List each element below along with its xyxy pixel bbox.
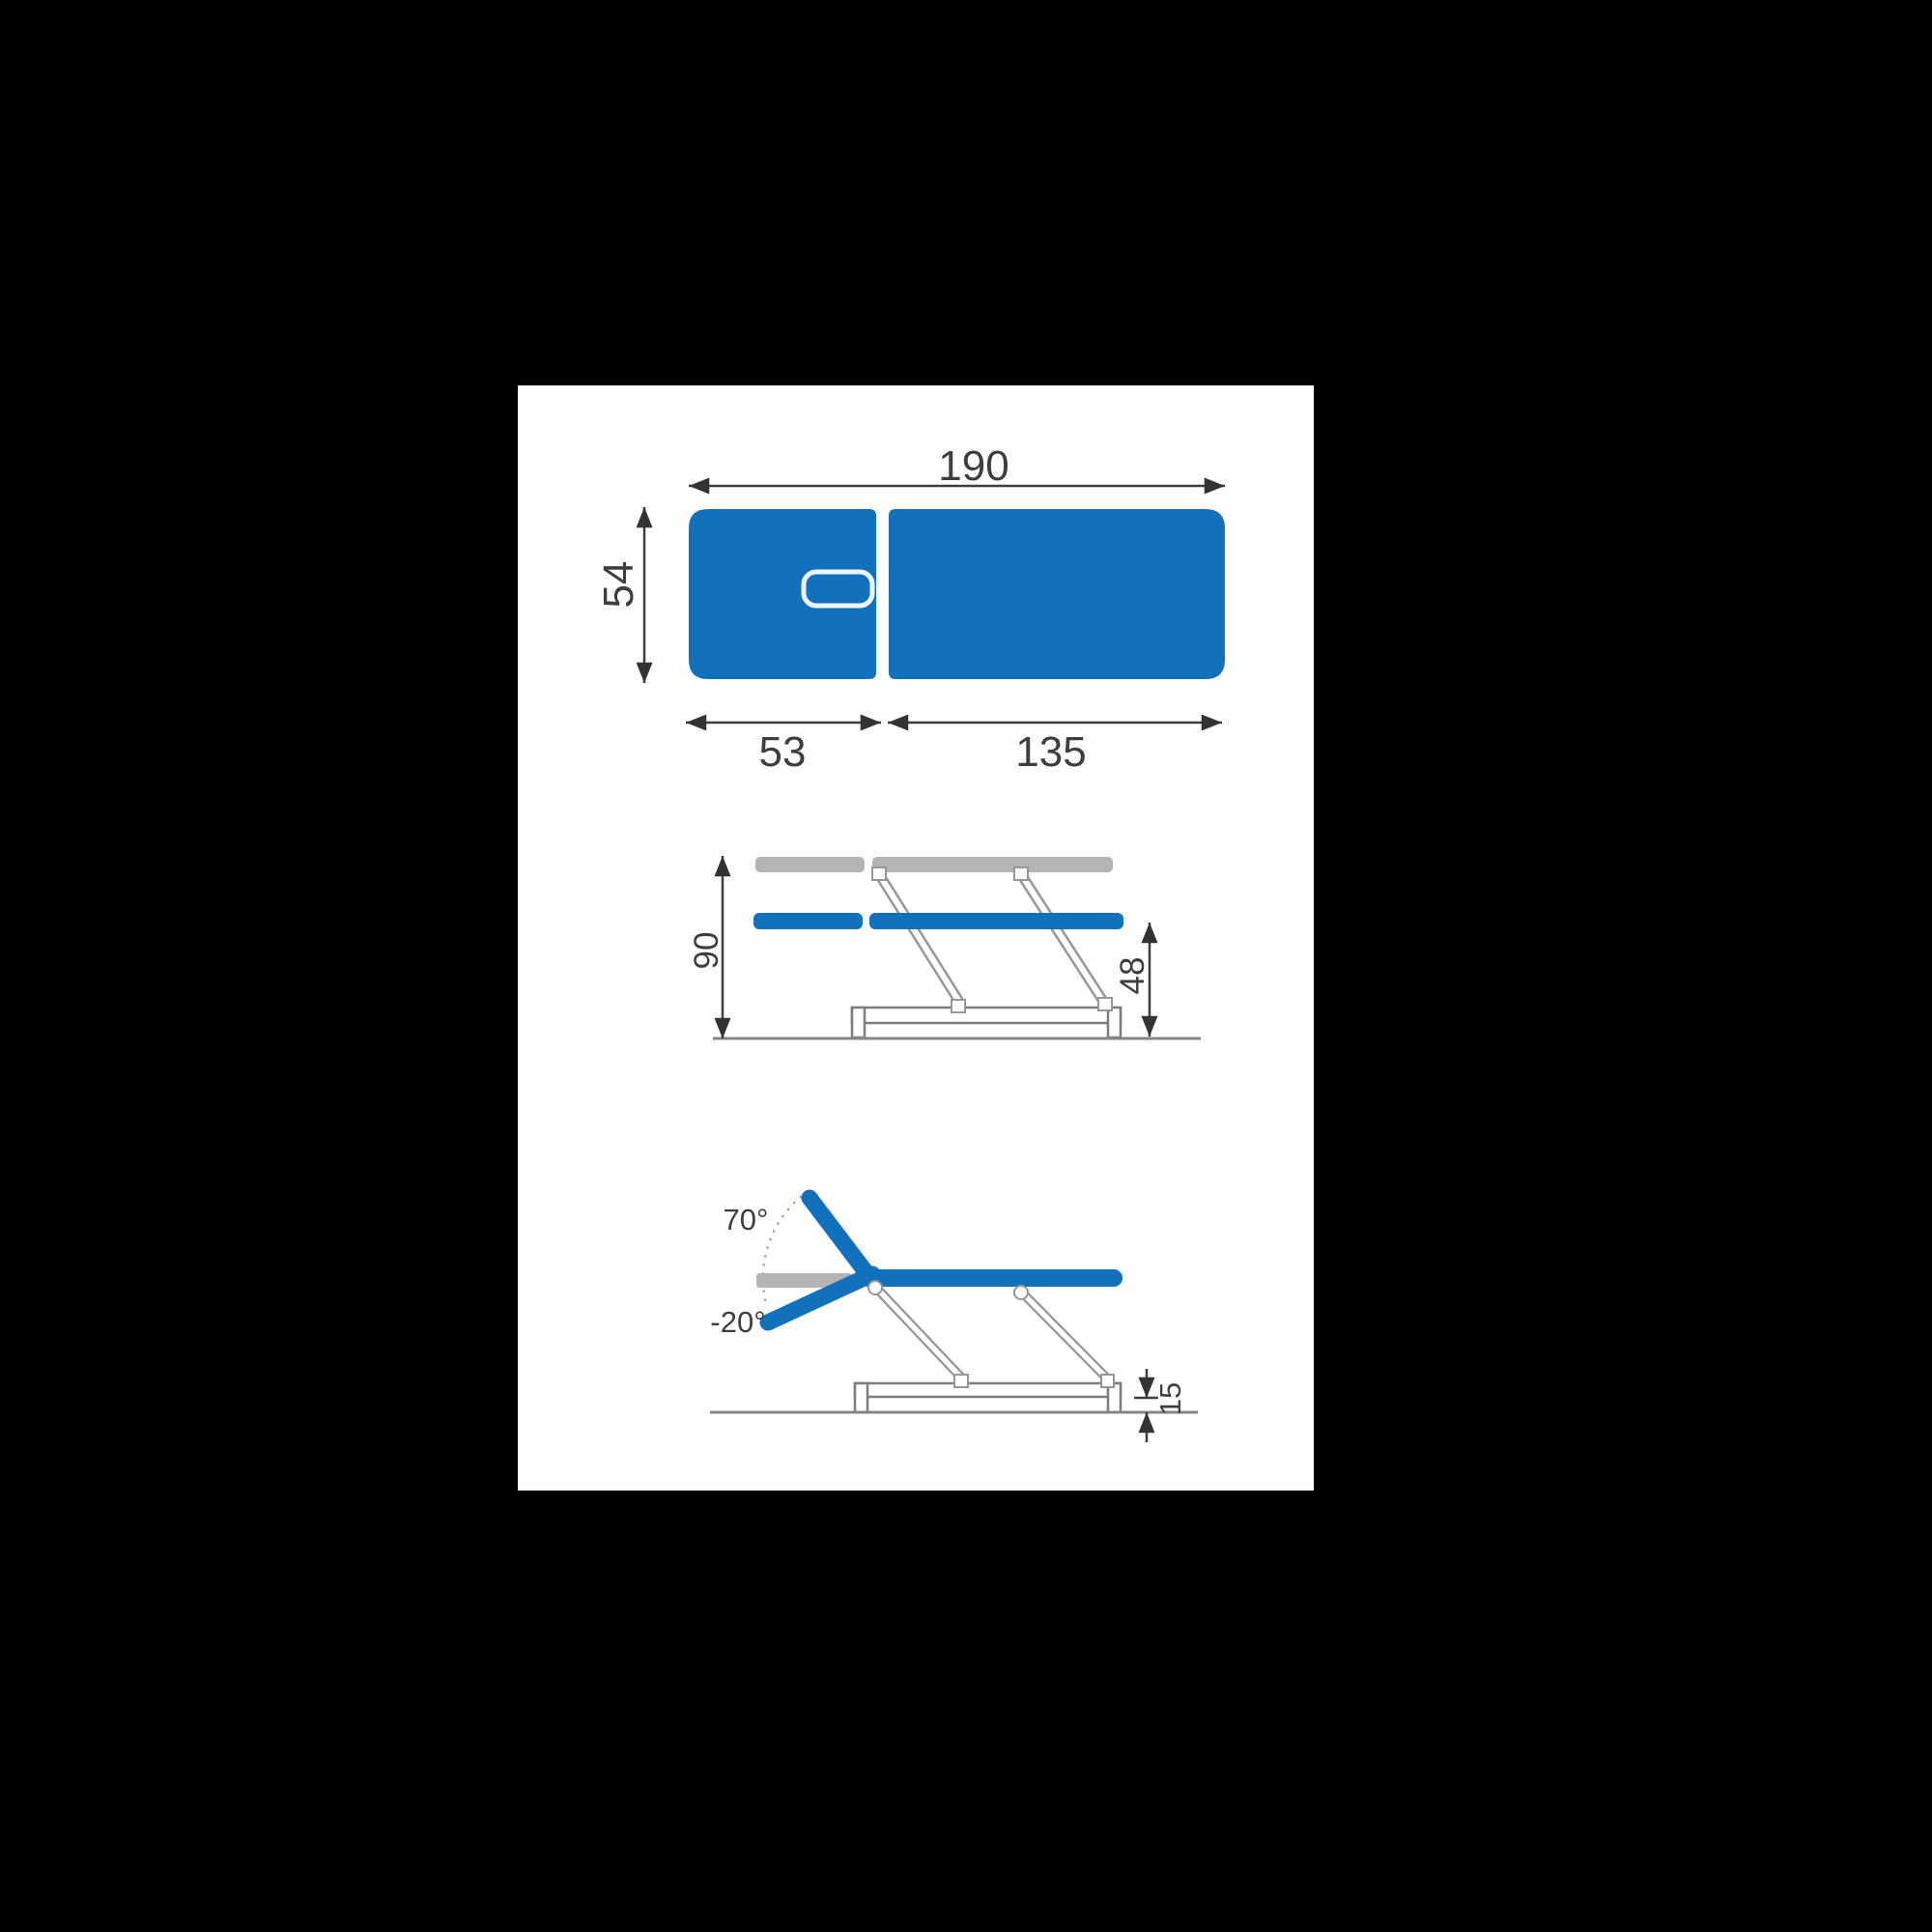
backrest-raised-70 xyxy=(801,1189,882,1291)
tilt-strut-front-fill xyxy=(874,1286,965,1381)
dim-label-base-height: 15 xyxy=(1153,1382,1187,1415)
lift-strut-front-fill xyxy=(876,872,964,1007)
head-section-top xyxy=(689,509,876,679)
angle-arc xyxy=(761,1195,803,1309)
top-hinge-front xyxy=(871,867,887,881)
base-rail xyxy=(850,1006,1122,1025)
top-view: 190 54 53 135 xyxy=(595,442,1225,776)
backrest-horizontal-reference xyxy=(756,1273,852,1288)
tilt-bottom-hinge-rear xyxy=(1100,1374,1115,1388)
dim-label-width: 54 xyxy=(595,561,642,609)
bottom-hinge-front xyxy=(951,999,966,1013)
tilt-strut-rear-fill xyxy=(1020,1291,1110,1381)
side-view-heights: 90 48 xyxy=(688,856,1201,1040)
tilt-base-rail xyxy=(853,1381,1122,1399)
pivot-hinge-front xyxy=(867,1280,883,1295)
angle-label-up: 70° xyxy=(724,1203,769,1236)
raised-head-surface xyxy=(755,857,865,872)
bottom-hinge-rear xyxy=(1097,997,1113,1011)
diagram-canvas: 190 54 53 135 xyxy=(518,385,1314,1491)
lowered-body-surface xyxy=(869,913,1123,929)
dim-label-height-min: 48 xyxy=(1114,957,1151,995)
base-foot-left xyxy=(850,1006,867,1039)
dim-label-total-length: 190 xyxy=(938,442,1009,490)
backrest-lowered-20 xyxy=(759,1265,881,1331)
couch-dimension-diagram: 190 54 53 135 xyxy=(595,442,1225,1442)
angle-label-down: -20° xyxy=(710,1305,765,1339)
dim-label-height-max: 90 xyxy=(688,932,725,970)
lift-strut-rear-fill xyxy=(1018,872,1107,1005)
base-foot-right xyxy=(1106,1006,1122,1039)
tilt-base-foot-left xyxy=(853,1381,869,1414)
top-hinge-rear xyxy=(1013,867,1029,881)
dim-label-body-section: 135 xyxy=(1015,728,1086,776)
tilt-bottom-hinge-front xyxy=(953,1374,969,1388)
raised-body-surface xyxy=(872,857,1113,872)
face-hole xyxy=(801,569,875,609)
pivot-hinge-rear xyxy=(1013,1285,1029,1300)
lowered-head-surface xyxy=(753,913,863,929)
dim-label-head-section: 53 xyxy=(759,728,807,776)
side-view-angles: 70° -20° 15 xyxy=(710,1189,1198,1442)
body-section-top xyxy=(889,509,1225,679)
